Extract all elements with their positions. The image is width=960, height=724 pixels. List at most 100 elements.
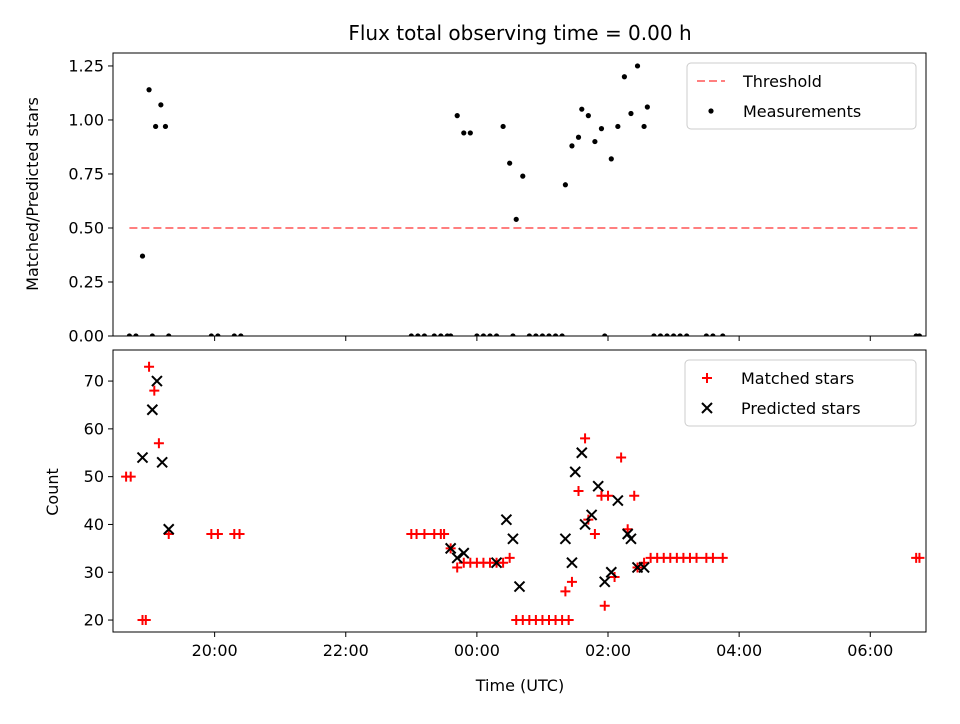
predicted-star-point xyxy=(605,566,617,578)
predicted-star-point xyxy=(507,533,519,545)
predicted-star-point xyxy=(163,523,175,535)
legend-label: Predicted stars xyxy=(741,399,861,418)
x-tick-label: 22:00 xyxy=(323,641,369,660)
matched-star-point xyxy=(504,552,515,563)
measurement-point xyxy=(461,130,467,136)
y-tick-label: 0.50 xyxy=(68,218,104,237)
measurement-point xyxy=(575,134,582,140)
legend-box xyxy=(684,359,917,427)
predicted-star-point xyxy=(576,447,588,459)
measurement-point xyxy=(510,333,516,336)
measurement-point xyxy=(493,333,500,336)
measurement-point xyxy=(677,333,683,336)
predicted-star-point xyxy=(625,533,637,545)
data-layer xyxy=(126,63,923,336)
matched-star-point xyxy=(560,586,571,597)
measurement-point xyxy=(641,123,647,130)
measurement-point xyxy=(559,333,565,336)
measurement-point xyxy=(602,333,608,336)
measurement-point xyxy=(644,104,650,110)
legend-predicted-swatch xyxy=(701,402,713,414)
measurement-point xyxy=(415,333,421,336)
measurement-point xyxy=(546,333,552,336)
y-tick-label: 1.00 xyxy=(68,110,104,129)
measurement-point xyxy=(615,123,621,130)
measurement-point xyxy=(720,333,726,336)
matched-star-point xyxy=(589,529,600,540)
matched-star-point xyxy=(639,557,650,568)
measurement-point xyxy=(569,143,575,149)
measurement-point xyxy=(621,74,628,80)
measurement-point xyxy=(916,333,923,336)
legend-box xyxy=(686,62,917,130)
predicted-star-point xyxy=(490,556,503,569)
measurement-point xyxy=(579,106,585,112)
matched-star-point xyxy=(563,615,574,626)
measurement-point xyxy=(431,333,437,336)
measurement-point xyxy=(149,333,155,336)
measurement-point xyxy=(651,333,657,336)
measurement-point xyxy=(126,333,132,336)
panel-frame xyxy=(112,349,927,633)
matched-star-point xyxy=(691,552,702,563)
predicted-star-point xyxy=(599,576,611,588)
measurement-point xyxy=(158,102,164,108)
legend-measurement-swatch xyxy=(708,108,714,114)
x-tick-label: 02:00 xyxy=(585,641,631,660)
matched-star-point xyxy=(163,529,174,540)
x-axis-label: Time (UTC) xyxy=(475,676,564,695)
matched-star-point xyxy=(439,529,450,540)
predicted-star-point xyxy=(612,494,624,507)
matched-star-point xyxy=(498,557,509,568)
x-tick-label: 04:00 xyxy=(716,641,762,660)
matched-star-point xyxy=(914,552,925,563)
predicted-star-point xyxy=(451,552,463,564)
measurement-point xyxy=(670,333,677,336)
matched-star-point xyxy=(603,490,614,501)
data-layer xyxy=(121,361,925,626)
measurement-point xyxy=(238,333,244,336)
legend: Matched stars Predicted stars xyxy=(684,359,917,427)
y-tick-label: 0.25 xyxy=(68,272,104,291)
legend-label: Threshold xyxy=(742,72,822,91)
matched-star-point xyxy=(452,562,463,573)
measurement-point xyxy=(513,216,519,222)
measurement-point xyxy=(608,156,614,162)
bottom-y-axis-label: Count xyxy=(43,468,62,516)
predicted-star-point xyxy=(156,456,168,469)
predicted-star-point xyxy=(136,451,149,464)
measurement-point xyxy=(467,130,473,136)
predicted-star-point xyxy=(569,466,581,478)
matched-star-point xyxy=(580,433,591,444)
matched-star-point xyxy=(616,452,627,463)
measurement-point xyxy=(133,333,139,336)
x-tick-label: 20:00 xyxy=(192,641,238,660)
y-tick-label: 1.25 xyxy=(68,56,104,75)
measurement-point xyxy=(500,123,506,130)
measurement-point xyxy=(139,253,146,259)
measurement-point xyxy=(664,333,670,336)
matched-star-point xyxy=(717,552,728,563)
measurement-point xyxy=(585,113,591,119)
y-tick-label: 0.75 xyxy=(68,164,104,183)
predicted-star-point xyxy=(592,480,604,492)
matched-star-point xyxy=(707,552,718,563)
measurement-point xyxy=(533,333,539,336)
chart-title: Flux total observing time = 0.00 h xyxy=(348,21,691,45)
predicted-star-point xyxy=(566,556,578,569)
matched-star-point xyxy=(140,615,151,626)
y-tick-label: 50 xyxy=(84,467,104,486)
measurement-point xyxy=(153,123,159,130)
predicted-star-point xyxy=(500,513,513,526)
predicted-star-point xyxy=(458,547,470,559)
y-tick-label: 60 xyxy=(84,419,104,438)
measurement-point xyxy=(520,173,526,179)
measurement-point xyxy=(684,333,690,336)
panel-1: 0.00 0.25 0.50 0.75 1.00 1.25 Threshold Measure… xyxy=(68,52,927,346)
measurement-point xyxy=(710,333,716,336)
legend: Threshold Measurements xyxy=(686,62,917,130)
predicted-star-point xyxy=(559,533,572,545)
y-tick-label: 70 xyxy=(84,372,104,391)
measurement-point xyxy=(526,333,532,336)
